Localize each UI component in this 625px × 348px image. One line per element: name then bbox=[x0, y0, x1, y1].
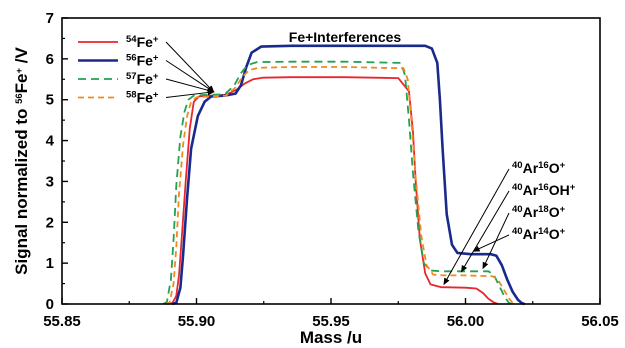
superscript: 54 bbox=[126, 34, 137, 45]
interference-label: 40Ar18O+ bbox=[512, 204, 566, 221]
y-tick-label: 5 bbox=[46, 92, 54, 109]
superscript: 16 bbox=[538, 182, 549, 193]
text-segment: Fe bbox=[137, 71, 154, 87]
interference-label: 40Ar14O+ bbox=[512, 226, 566, 243]
x-tick-label: 56.05 bbox=[581, 313, 619, 330]
legend: 54Fe+56Fe+57Fe+58Fe+ bbox=[78, 34, 215, 106]
superscript: 57 bbox=[126, 71, 137, 82]
superscript: 40 bbox=[512, 204, 523, 215]
superscript: 58 bbox=[126, 89, 137, 100]
y-tick-label: 2 bbox=[46, 214, 54, 231]
x-tick-label: 55.85 bbox=[43, 313, 81, 330]
y-tick-label: 1 bbox=[46, 255, 54, 272]
y-tick-label: 0 bbox=[46, 296, 54, 313]
legend-pointer-arrow bbox=[165, 78, 215, 94]
legend-pointer-arrow bbox=[165, 60, 215, 93]
interference-label: 40Ar16OH+ bbox=[512, 182, 576, 199]
text-segment: O bbox=[549, 160, 560, 176]
series-line-57fe bbox=[162, 60, 512, 305]
text-segment: O bbox=[549, 226, 560, 242]
superscript: 40 bbox=[512, 182, 523, 193]
superscript: + bbox=[153, 71, 159, 82]
y-tick-label: 4 bbox=[46, 133, 55, 150]
superscript: + bbox=[153, 89, 159, 100]
interference-arrow bbox=[443, 168, 510, 286]
x-tick-label: 55.95 bbox=[312, 313, 350, 330]
superscript: 40 bbox=[512, 226, 523, 237]
fe-interferences-label: Fe+Interferences bbox=[289, 29, 402, 45]
superscript: 40 bbox=[512, 160, 523, 171]
legend-label-57fe: 57Fe+ bbox=[126, 71, 159, 88]
superscript: + bbox=[14, 67, 25, 73]
annotations: Fe+Interferences40Ar16O+40Ar16OH+40Ar18O… bbox=[289, 29, 576, 286]
text-segment: Fe bbox=[12, 73, 31, 93]
series-line-54fe bbox=[166, 76, 499, 305]
superscript: 14 bbox=[538, 226, 549, 237]
superscript: + bbox=[560, 204, 566, 215]
text-segment: Ar bbox=[523, 204, 539, 220]
y-tick-label: 6 bbox=[46, 51, 54, 68]
y-axis-title: Signal normalized to 56Fe+ /V bbox=[12, 46, 31, 274]
series-line-56fe bbox=[171, 44, 526, 306]
text-segment: Ar bbox=[523, 182, 539, 198]
interference-arrow bbox=[472, 234, 510, 252]
x-tick-label: 56.00 bbox=[447, 313, 485, 330]
legend-label-56fe: 56Fe+ bbox=[126, 52, 159, 69]
text-segment: Ar bbox=[523, 226, 539, 242]
x-tick-label: 55.90 bbox=[178, 313, 216, 330]
legend-label-58fe: 58Fe+ bbox=[126, 89, 159, 106]
text-segment: Ar bbox=[523, 160, 539, 176]
superscript: + bbox=[153, 34, 159, 45]
text-segment: Fe bbox=[137, 53, 154, 69]
legend-pointer-arrow bbox=[165, 89, 215, 98]
legend-label-54fe: 54Fe+ bbox=[126, 34, 159, 51]
x-axis-title: Mass /u bbox=[300, 328, 362, 347]
text-segment: /V bbox=[12, 46, 31, 67]
superscript: + bbox=[560, 226, 566, 237]
legend-pointer-arrow bbox=[165, 41, 215, 93]
superscript: 18 bbox=[538, 204, 549, 215]
text-segment: OH bbox=[549, 182, 570, 198]
y-tick-label: 7 bbox=[46, 10, 54, 27]
interference-arrow bbox=[460, 190, 510, 273]
text-segment: O bbox=[549, 204, 560, 220]
superscript: 56 bbox=[126, 52, 137, 63]
superscript: 16 bbox=[538, 160, 549, 171]
y-tick-label: 3 bbox=[46, 173, 54, 190]
series-layer bbox=[162, 44, 526, 306]
superscript: + bbox=[570, 182, 576, 193]
text-segment: Fe bbox=[137, 34, 154, 50]
superscript: + bbox=[153, 52, 159, 63]
superscript: + bbox=[560, 160, 566, 171]
text-segment: Fe bbox=[137, 90, 154, 106]
superscript: 56 bbox=[14, 93, 25, 104]
interference-label: 40Ar16O+ bbox=[512, 160, 566, 177]
text-segment: Signal normalized to bbox=[12, 104, 31, 275]
